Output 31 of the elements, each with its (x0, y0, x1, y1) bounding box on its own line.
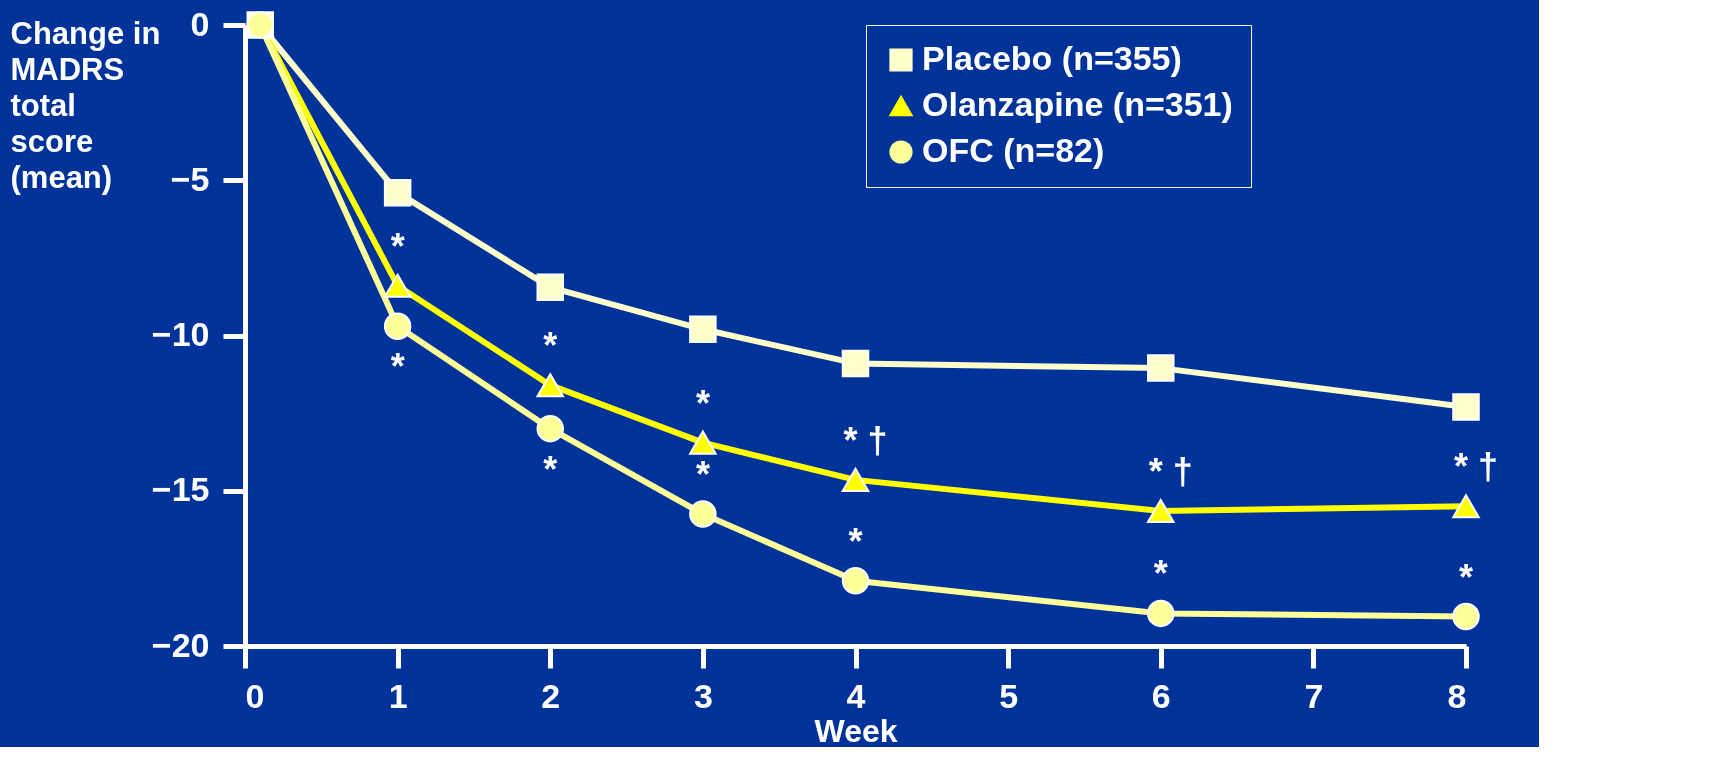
y-tick-label: −20 (151, 625, 210, 664)
y-tick-label: −10 (151, 315, 210, 353)
x-tick-label: 5 (999, 676, 1019, 715)
x-tick-label: 1 (388, 676, 408, 715)
y-tick-label: −5 (170, 159, 210, 198)
x-tick-label: 2 (541, 676, 561, 715)
y-tick-label: −15 (151, 470, 210, 509)
legend-label: OFC (n=82) (922, 131, 1105, 169)
annotation: * (1153, 553, 1168, 595)
annotation: * (390, 346, 405, 388)
x-tick-label: 3 (693, 676, 713, 715)
legend-label: Olanzapine (n=351) (922, 85, 1233, 123)
x-tick-label: 4 (846, 676, 866, 715)
annotation: * † (1148, 450, 1193, 492)
x-tick-label: 0 (245, 676, 265, 715)
x-tick-label: 6 (1151, 676, 1171, 715)
annotation: * (695, 454, 710, 496)
annotation: * (695, 382, 710, 424)
x-axis-title: Week (814, 712, 898, 749)
y-tick-label: 0 (190, 4, 210, 43)
annotation: * † (843, 419, 888, 461)
x-tick-label: 8 (1447, 676, 1467, 715)
annotation: * (1458, 556, 1474, 598)
annotation: * † (1454, 446, 1499, 488)
annotation: * (848, 520, 863, 562)
annotation: * (543, 325, 558, 367)
annotation: * (543, 448, 558, 490)
y-axis-title: Change in MADRS total score (mean) (10, 15, 161, 195)
x-tick-label: 7 (1304, 676, 1324, 715)
annotation: * (390, 225, 405, 267)
legend-label: Placebo (n=355) (922, 39, 1182, 77)
